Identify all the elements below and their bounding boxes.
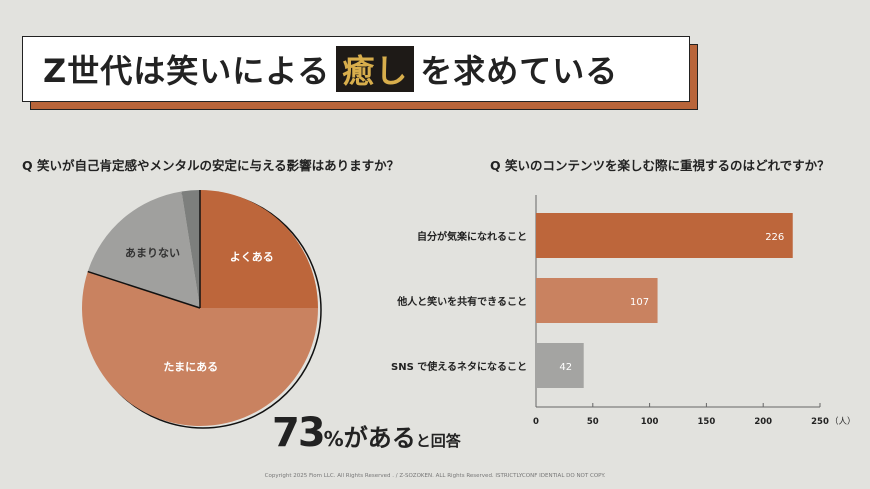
page-title: Z世代は笑いによる 癒し を求めている [22, 36, 690, 102]
bar-value-label: 226 [765, 232, 784, 243]
annotation-text-2: と回答 [415, 432, 461, 450]
x-tick-label: 250 [811, 417, 829, 427]
pie-label: よくある [230, 250, 274, 263]
bar-category-label: SNS で使えるネタになること [391, 360, 527, 373]
x-tick-label: 50 [587, 417, 599, 427]
title-text-end: を求めている [420, 52, 619, 90]
pie-question: Q 笑いが自己肯定感やメンタルの安定に与える影響はありますか？ [22, 158, 400, 173]
annotation-number: 73 [272, 410, 326, 456]
title-highlight: 癒し [336, 46, 415, 92]
x-tick-label: 200 [754, 417, 772, 427]
footer-copyright: Copyright 2025 Fiom LLC. All Rights Rese… [264, 473, 606, 479]
pie-slice [87, 191, 200, 308]
title-text: Z世代は笑いによる [43, 52, 331, 90]
annotation-text: がある [343, 424, 416, 452]
bar [536, 343, 584, 388]
bar-value-label: 42 [559, 362, 572, 373]
pie-slice [200, 190, 318, 308]
bar [536, 213, 793, 258]
pie-annotation: 73%があると回答 [272, 410, 461, 456]
x-unit-label: （人） [830, 416, 856, 427]
bar [536, 278, 658, 323]
bar-category-label: 他人と笑いを共有できること [396, 295, 527, 308]
bar-value-label: 107 [630, 297, 649, 308]
pie-divider [87, 270, 201, 309]
annotation-percent: % [323, 427, 344, 451]
x-tick-label: 150 [698, 417, 716, 427]
pie-label: あまりない [125, 246, 180, 259]
pie-label: たまにある [163, 360, 218, 373]
pie-slice [82, 271, 318, 426]
x-tick-label: 0 [533, 417, 539, 427]
bar-question: Q 笑いのコンテンツを楽しむ際に重視するのはどれですか？ [490, 158, 830, 173]
x-tick-label: 100 [641, 417, 659, 427]
bar-category-label: 自分が気楽になれること [417, 230, 527, 243]
pie-slice [181, 190, 200, 308]
